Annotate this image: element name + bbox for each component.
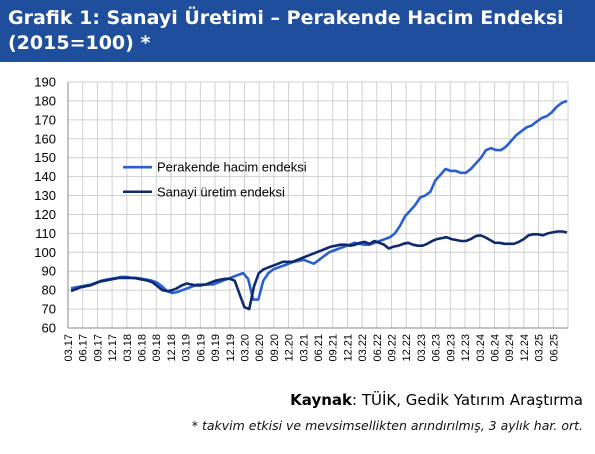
x-tick-label: 06.25: [548, 334, 560, 362]
x-tick-label: 09.23: [445, 334, 457, 362]
y-tick-label: 140: [34, 169, 56, 184]
x-tick-label: 03.19: [181, 334, 193, 362]
x-tick-label: 12.19: [225, 334, 237, 362]
x-tick-label: 09.22: [387, 334, 399, 362]
y-tick-label: 120: [34, 207, 56, 222]
x-tick-label: 03.21: [298, 334, 310, 362]
y-tick-label: 110: [35, 226, 56, 241]
y-tick-label: 80: [42, 283, 56, 298]
chart-title-line-1: Grafik 1: Sanayi Üretimi – Perakende Hac…: [8, 7, 564, 29]
x-tick-label: 03.25: [534, 334, 546, 362]
series-lines: [70, 99, 568, 311]
line-chart: 60 70 80 90 100 110 120 130 140 150 160 170 180 190 03…: [34, 75, 569, 362]
x-tick-label: 06.24: [489, 334, 501, 362]
x-tick-label: 03.18: [122, 334, 134, 362]
x-tick-label: 06.22: [372, 334, 384, 362]
x-tick-label: 09.24: [504, 334, 516, 362]
grid-lines: [67, 81, 569, 329]
retail-series-line: [70, 99, 568, 301]
x-tick-label: 03.20: [239, 334, 251, 362]
x-tick-label: 03.17: [63, 334, 75, 362]
x-tick-label: 03.22: [357, 334, 369, 362]
y-tick-label: 150: [34, 150, 56, 165]
x-tick-label: 03.24: [475, 334, 487, 362]
x-tick-label: 06.17: [78, 334, 90, 362]
x-tick-label: 06.21: [313, 334, 325, 362]
y-tick-label: 190: [34, 75, 56, 90]
axes: 60 70 80 90 100 110 120 130 140 150 160 170 180 190 03…: [34, 75, 568, 362]
x-tick-label: 09.19: [210, 334, 222, 362]
x-tick-label: 06.20: [254, 334, 266, 362]
x-tick-label: 09.20: [269, 334, 281, 362]
y-tick-label: 70: [42, 302, 56, 317]
x-tick-label: 09.17: [92, 334, 104, 362]
source-text: : TÜİK, Gedik Yatırım Araştırma: [352, 391, 583, 409]
x-tick-label: 09.18: [151, 334, 163, 362]
x-tick-label: 12.21: [342, 334, 354, 362]
y-tick-label: 170: [34, 112, 56, 127]
y-tick-label: 100: [34, 245, 56, 260]
x-tick-label: 06.18: [137, 334, 149, 362]
y-tick-label: 90: [42, 264, 56, 279]
x-tick-label: 03.23: [416, 334, 428, 362]
x-tick-label: 09.21: [328, 334, 340, 362]
chart-title-bar: Grafik 1: Sanayi Üretimi – Perakende Hac…: [0, 0, 595, 62]
y-tick-label: 160: [34, 131, 56, 146]
x-tick-label: 12.24: [519, 334, 531, 362]
x-tick-label: 06.19: [195, 334, 207, 362]
x-tick-label: 12.20: [284, 334, 296, 362]
chart-title-line-2: (2015=100) *: [8, 32, 151, 54]
industrial-series-line: [70, 230, 568, 311]
legend-label-industrial: Sanayi üretim endeksi: [157, 184, 285, 199]
legend: Perakende hacim endeksi Sanayi üretim end…: [123, 160, 307, 199]
y-tick-label: 180: [34, 93, 56, 108]
x-tick-label: 12.23: [460, 334, 472, 362]
footnote: * takvim etkisi ve mevsimsellikten arınd…: [191, 418, 583, 433]
source-credit: Kaynak: TÜİK, Gedik Yatırım Araştırma: [290, 391, 583, 409]
x-tick-label: 12.18: [166, 334, 178, 362]
y-tick-label: 60: [42, 321, 56, 336]
y-tick-label: 130: [34, 188, 56, 203]
source-label: Kaynak: [290, 391, 352, 409]
x-tick-label: 12.17: [107, 334, 119, 362]
x-tick-label: 06.23: [431, 334, 443, 362]
legend-label-retail: Perakende hacim endeksi: [157, 160, 307, 175]
x-tick-label: 12.22: [401, 334, 413, 362]
